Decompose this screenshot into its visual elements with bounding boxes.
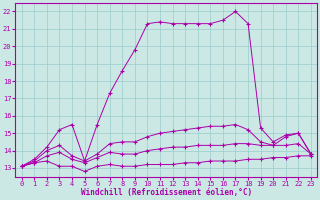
X-axis label: Windchill (Refroidissement éolien,°C): Windchill (Refroidissement éolien,°C)	[81, 188, 252, 197]
